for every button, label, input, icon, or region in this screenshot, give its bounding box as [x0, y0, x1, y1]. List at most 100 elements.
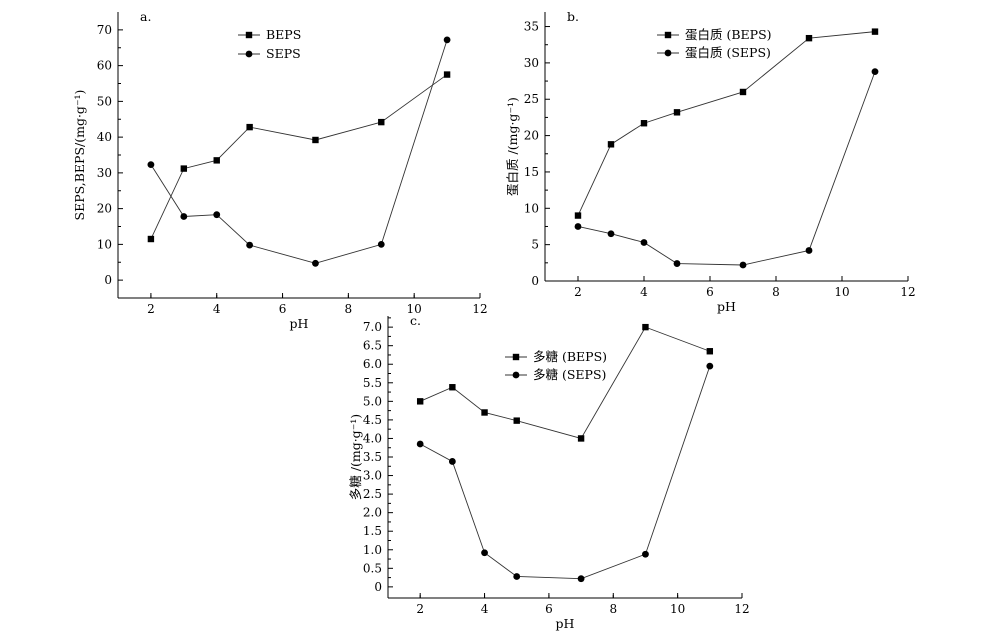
- y-tick-label: 3.0: [363, 469, 382, 483]
- data-point: [642, 323, 649, 331]
- y-tick-label: 15: [524, 165, 539, 179]
- y-tick-label: 4.0: [363, 431, 382, 445]
- y-tick-label: 5.0: [363, 394, 382, 408]
- data-point: [706, 348, 714, 355]
- data-point: [213, 157, 220, 164]
- data-point: [416, 398, 424, 405]
- data-point: [574, 223, 582, 230]
- data-point: [513, 417, 520, 424]
- y-tick-label: 10: [524, 201, 539, 215]
- legend-label: 蛋白质 (SEPS): [685, 45, 771, 60]
- data-point: [642, 550, 649, 558]
- data-point: [481, 549, 488, 557]
- y-tick-label: 30: [524, 56, 539, 70]
- y-tick-label: 0: [374, 580, 382, 594]
- data-point: [246, 123, 253, 131]
- data-point: [577, 575, 585, 583]
- series-line-beps: [420, 326, 710, 439]
- legend-label: BEPS: [266, 27, 301, 42]
- x-tick-label: 8: [772, 285, 780, 299]
- data-point: [443, 71, 451, 78]
- series-line-beps: [150, 74, 448, 240]
- chart-panel-a: 2 4 6 8 10 12 0 10 20 30 40 50 60 70 a. pH SEPS,BEPS/(mg…: [72, 9, 488, 331]
- y-tick-label: 10: [97, 237, 112, 251]
- data-point: [448, 458, 456, 465]
- x-tick-label: 6: [706, 285, 714, 299]
- data-point: [180, 165, 188, 172]
- y-tick-label: 5.5: [363, 376, 382, 390]
- x-tick-label: 2: [416, 602, 424, 616]
- data-point: [312, 136, 319, 144]
- x-tick-label: 12: [734, 602, 749, 616]
- data-point: [213, 211, 221, 219]
- data-point: [443, 36, 451, 44]
- x-tick-label: 2: [574, 285, 582, 299]
- data-point: [673, 260, 681, 267]
- y-tick-label: 1.0: [363, 543, 382, 557]
- y-tick-label: 30: [97, 166, 112, 180]
- legend-marker: [512, 353, 520, 361]
- x-tick-label: 10: [670, 602, 685, 616]
- data-point: [706, 362, 714, 370]
- y-tick-label: 7.0: [363, 320, 382, 334]
- y-tick-label: 70: [97, 23, 112, 37]
- data-point: [673, 109, 681, 116]
- legend-marker: [245, 31, 253, 39]
- x-tick-label: 4: [213, 302, 221, 316]
- x-tick-label: 4: [640, 285, 648, 299]
- legend-marker: [664, 31, 672, 39]
- data-point: [574, 212, 582, 219]
- legend: BEPS SEPS: [238, 27, 301, 61]
- legend-label: 蛋白质 (BEPS): [685, 27, 772, 42]
- data-point: [377, 240, 385, 248]
- y-axis-title: 多糖 /(mg·g⁻¹): [348, 414, 363, 500]
- data-point: [739, 88, 747, 96]
- data-point: [607, 230, 615, 238]
- y-tick-label: 50: [97, 94, 112, 108]
- y-tick-label: 6.0: [363, 357, 382, 371]
- legend-marker: [245, 50, 253, 58]
- x-tick-label: 10: [407, 302, 422, 316]
- data-point: [147, 161, 155, 169]
- panel-label: c.: [410, 313, 421, 328]
- data-point: [449, 384, 456, 391]
- legend: 蛋白质 (BEPS) 蛋白质 (SEPS): [657, 27, 772, 60]
- y-tick-label: 35: [524, 20, 539, 34]
- data-point: [378, 118, 385, 126]
- y-tick-label: 0: [531, 274, 539, 288]
- y-tick-label: 0.5: [363, 561, 382, 575]
- data-point: [739, 261, 747, 269]
- chart-panel-c: 2 4 6 8 10 12 0 0.5 1.0 1.5 2.0 2.5 3.0 3.5 4.0 4.5 5.0 5…: [348, 313, 750, 631]
- data-point: [513, 573, 521, 580]
- x-axis-title: pH: [556, 616, 575, 631]
- data-point: [805, 34, 813, 42]
- data-point: [640, 120, 648, 127]
- y-tick-label: 3.5: [363, 450, 382, 464]
- data-point: [805, 247, 813, 254]
- legend-marker: [664, 49, 672, 57]
- data-point: [607, 141, 615, 148]
- y-tick-label: 60: [97, 59, 112, 73]
- x-tick-label: 10: [834, 285, 849, 299]
- x-tick-label: 12: [472, 302, 487, 316]
- panel-label: a.: [140, 9, 151, 24]
- data-point: [180, 213, 188, 220]
- data-point: [481, 409, 488, 416]
- y-tick-label: 40: [97, 130, 112, 144]
- y-tick-label: 6.5: [363, 339, 382, 353]
- data-point: [640, 239, 648, 246]
- x-tick-label: 8: [609, 602, 617, 616]
- y-tick-label: 5: [531, 238, 539, 252]
- x-tick-label: 6: [545, 602, 553, 616]
- series-line-seps: [150, 39, 448, 264]
- data-point: [147, 235, 155, 243]
- legend-label: 多糖 (BEPS): [533, 349, 607, 364]
- legend: 多糖 (BEPS) 多糖 (SEPS): [505, 349, 607, 382]
- data-point: [416, 440, 424, 448]
- data-point: [871, 28, 879, 35]
- y-tick-label: 2.0: [363, 506, 382, 520]
- legend-label: SEPS: [266, 46, 301, 61]
- x-tick-label: 6: [279, 302, 287, 316]
- series-line-seps: [577, 71, 876, 266]
- y-tick-label: 4.5: [363, 413, 382, 427]
